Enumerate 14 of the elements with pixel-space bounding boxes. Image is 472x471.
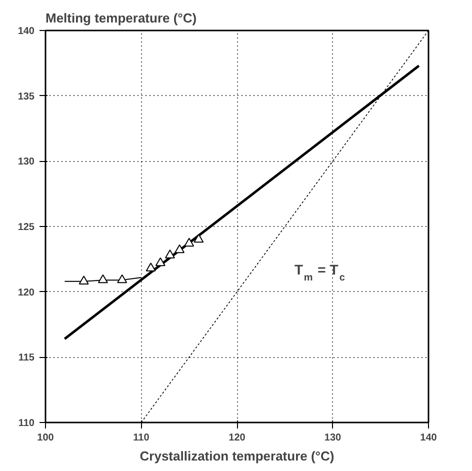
- y-tick-label: 135: [18, 91, 35, 102]
- y-tick-label: 125: [18, 222, 35, 233]
- y-tick-label: 120: [18, 287, 35, 298]
- x-tick-label: 140: [420, 432, 438, 444]
- x-tick-label: 120: [228, 432, 246, 444]
- x-axis-title: Crystallization temperature (°C): [140, 448, 334, 464]
- y-axis-title: Melting temperature (°C): [46, 10, 197, 26]
- y-tick-label: 115: [18, 352, 35, 364]
- y-tick-label: 140: [18, 26, 35, 37]
- x-tick-label: 100: [37, 432, 54, 444]
- x-tick-label: 130: [324, 432, 342, 444]
- y-tick-label: 130: [18, 156, 35, 168]
- x-tick-label: 110: [133, 432, 150, 444]
- y-tick-label: 110: [18, 418, 35, 429]
